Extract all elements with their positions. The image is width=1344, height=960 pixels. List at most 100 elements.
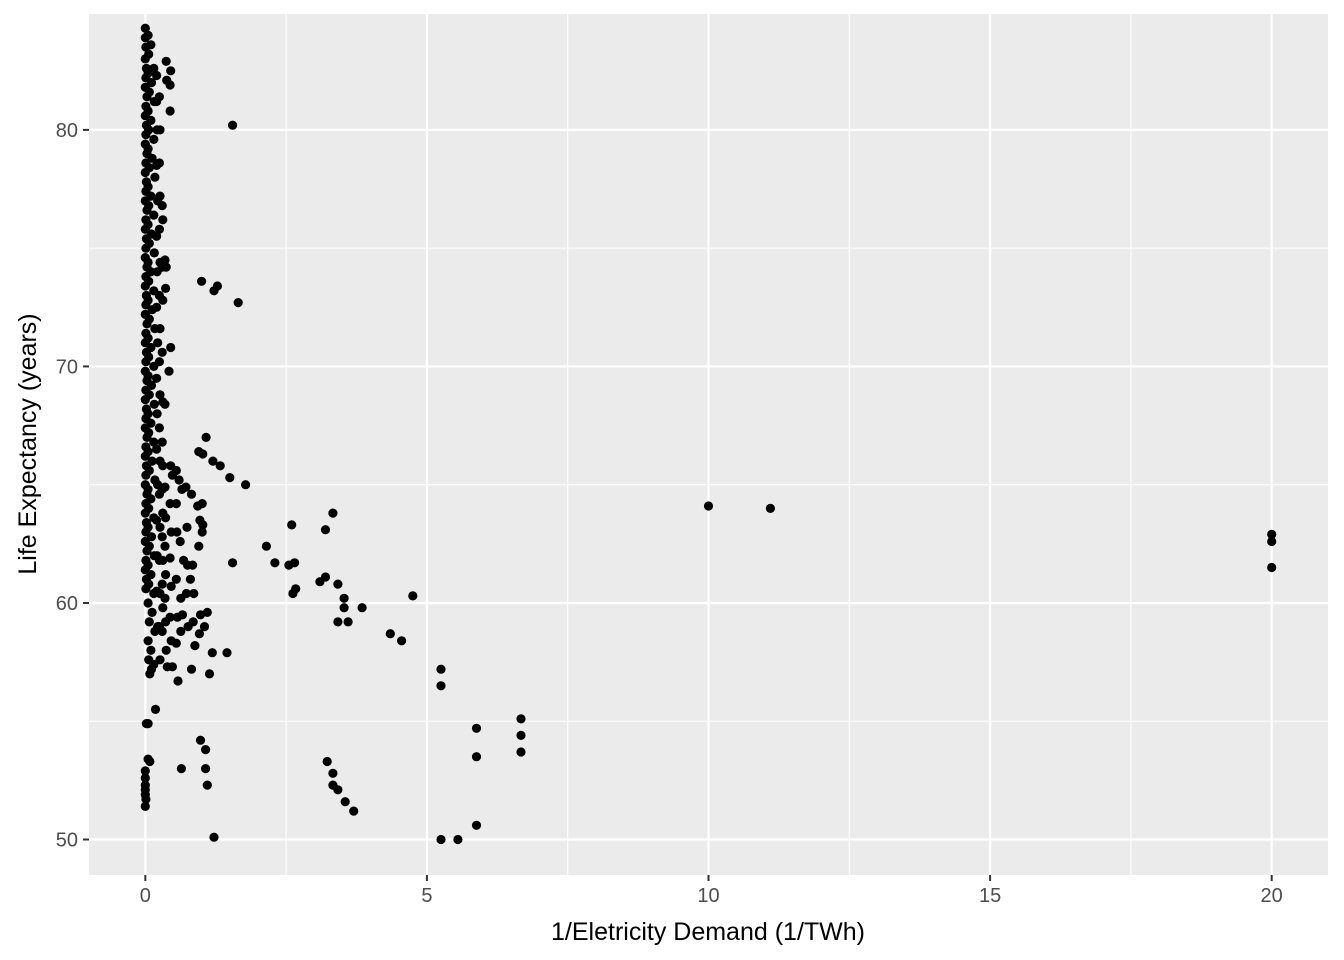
data-point <box>146 532 157 542</box>
data-point <box>343 617 353 627</box>
data-point <box>157 579 167 589</box>
data-point <box>516 747 526 757</box>
data-point <box>328 508 338 518</box>
data-point <box>333 785 343 795</box>
data-point <box>154 423 164 433</box>
data-point <box>143 447 153 457</box>
data-point <box>333 579 343 589</box>
data-point <box>155 390 165 400</box>
data-point <box>165 553 175 563</box>
data-point <box>385 629 395 639</box>
data-point <box>152 515 162 525</box>
data-point <box>155 324 165 334</box>
data-point <box>165 612 175 622</box>
data-point <box>186 489 197 499</box>
data-point <box>397 636 407 646</box>
data-point <box>152 444 162 454</box>
y-axis-title: Life Expectancy (years) <box>14 313 42 574</box>
data-point <box>144 428 154 438</box>
data-point <box>140 23 150 33</box>
data-point <box>144 390 154 400</box>
data-point <box>146 78 157 88</box>
y-tick-label: 70 <box>56 356 78 378</box>
data-point <box>190 641 200 651</box>
data-point <box>144 276 154 286</box>
data-point <box>149 399 159 409</box>
data-point <box>144 87 154 97</box>
data-point <box>160 541 170 551</box>
data-point <box>161 283 171 293</box>
data-point <box>174 475 184 485</box>
data-point <box>147 607 157 618</box>
data-point <box>340 797 350 807</box>
data-point <box>155 125 165 135</box>
data-point <box>339 603 349 613</box>
data-point <box>291 584 301 594</box>
data-point <box>157 437 167 447</box>
data-point <box>161 645 171 655</box>
data-point <box>171 574 181 584</box>
data-point <box>152 231 162 241</box>
data-point <box>194 541 204 551</box>
data-point <box>152 409 162 419</box>
data-point <box>161 570 171 580</box>
data-point <box>199 622 210 632</box>
data-point <box>176 626 186 637</box>
data-point <box>158 555 168 566</box>
data-point <box>471 820 482 830</box>
data-point <box>166 66 176 76</box>
data-point <box>146 115 156 125</box>
data-point <box>181 588 191 599</box>
x-tick-label: 20 <box>1261 885 1283 907</box>
data-point <box>228 120 238 130</box>
data-point <box>147 456 157 466</box>
data-point <box>158 603 168 613</box>
data-point <box>144 503 154 513</box>
data-point <box>144 125 154 135</box>
data-point <box>212 281 222 291</box>
data-points <box>140 23 1277 845</box>
data-point <box>201 745 211 755</box>
y-axis-ticks: 50 60 70 80 <box>56 120 89 852</box>
data-point <box>1267 536 1277 547</box>
data-point <box>160 399 170 409</box>
data-point <box>453 834 463 845</box>
data-point <box>197 499 207 509</box>
data-point <box>194 629 204 639</box>
data-point <box>144 579 154 589</box>
data-point <box>158 461 168 471</box>
data-point <box>143 333 153 343</box>
data-point <box>140 766 150 776</box>
data-point <box>144 163 154 173</box>
data-point <box>146 342 156 353</box>
data-point <box>144 541 154 551</box>
data-point <box>161 513 171 523</box>
data-point <box>150 704 161 715</box>
data-point <box>144 238 154 248</box>
data-point <box>160 255 170 265</box>
data-point <box>140 785 150 795</box>
data-point <box>333 617 343 627</box>
data-point <box>161 262 171 272</box>
data-point <box>149 63 159 73</box>
data-point <box>202 607 212 618</box>
data-point <box>516 714 526 724</box>
data-point <box>201 432 211 442</box>
data-point <box>182 522 192 532</box>
data-point <box>171 499 181 509</box>
data-point <box>703 501 714 511</box>
data-point <box>201 764 211 774</box>
data-point <box>143 219 153 230</box>
data-point <box>155 655 165 665</box>
data-point <box>146 191 156 201</box>
data-point <box>143 522 153 532</box>
data-point <box>140 773 150 783</box>
data-point <box>143 182 153 192</box>
data-point <box>149 210 159 220</box>
data-point <box>197 527 207 537</box>
data-point <box>349 806 359 816</box>
data-point <box>144 314 154 324</box>
data-point <box>165 106 175 116</box>
data-point <box>436 681 446 691</box>
data-point <box>320 525 331 535</box>
